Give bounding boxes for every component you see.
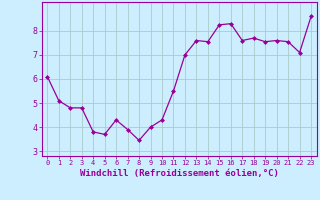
X-axis label: Windchill (Refroidissement éolien,°C): Windchill (Refroidissement éolien,°C) [80, 169, 279, 178]
